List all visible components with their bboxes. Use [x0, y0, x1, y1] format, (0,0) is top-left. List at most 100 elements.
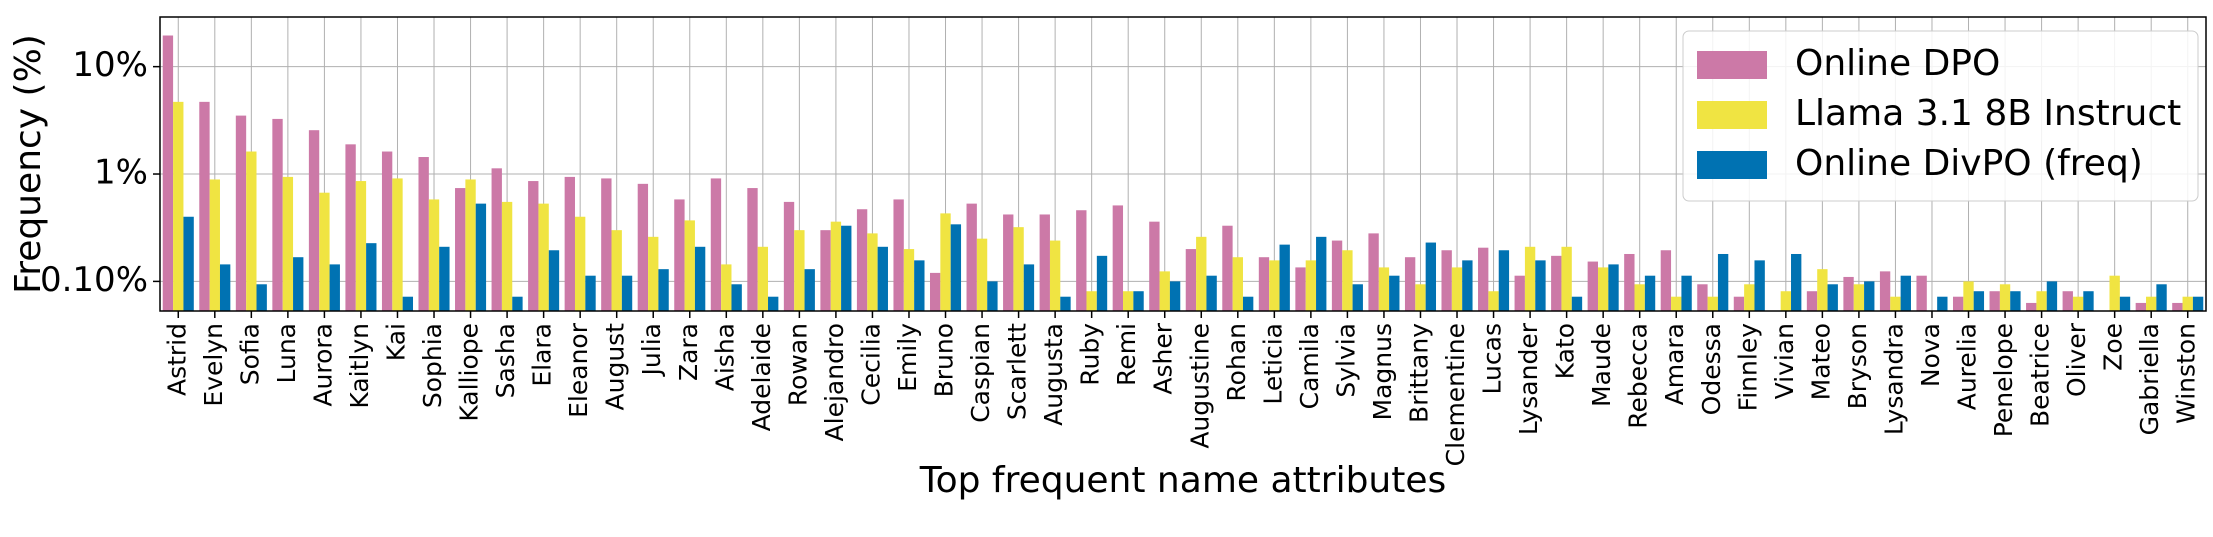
bar: [621, 275, 633, 311]
legend-swatch: [1697, 101, 1767, 129]
x-tick-label: Caspian: [966, 323, 995, 423]
x-tick-label: Maude: [1587, 323, 1616, 407]
bar: [209, 179, 220, 311]
x-tick-label: Zara: [674, 323, 703, 381]
x-tick-label: Magnus: [1368, 323, 1397, 420]
legend-swatch: [1697, 151, 1767, 179]
bar: [747, 188, 758, 311]
bar: [1013, 227, 1024, 311]
bar: [329, 264, 340, 311]
x-tick-label: Kaitlyn: [345, 323, 374, 409]
bar: [1086, 291, 1097, 311]
bar: [2109, 275, 2120, 311]
bar: [1514, 275, 1525, 311]
bar: [1415, 284, 1426, 311]
bar: [1389, 275, 1400, 311]
x-tick-label: Vivian: [1770, 323, 1799, 399]
x-tick-label: Remi: [1112, 323, 1141, 386]
bar: [439, 246, 450, 311]
bar: [2072, 296, 2084, 311]
bar: [648, 236, 659, 311]
bar: [1133, 291, 1144, 311]
y-tick-label: 1%: [94, 153, 148, 193]
x-tick-label: Sasha: [491, 323, 520, 398]
bar: [1451, 267, 1463, 311]
bar: [694, 246, 706, 311]
bar: [319, 192, 330, 311]
x-tick-label: Leticia: [1258, 323, 1287, 405]
bar: [721, 264, 732, 311]
x-tick-label: Zoe: [2099, 323, 2128, 371]
bar: [1196, 236, 1207, 311]
bar: [1342, 250, 1353, 311]
x-tick-label: Brittany: [1404, 323, 1433, 423]
bar: [731, 284, 742, 311]
bar: [2083, 291, 2094, 311]
bar: [1587, 261, 1598, 311]
x-tick-label: Finnley: [1733, 323, 1762, 412]
bar: [768, 296, 779, 311]
bar: [1879, 271, 1891, 311]
bar: [1999, 284, 2011, 311]
bar: [282, 176, 294, 311]
x-tick-label: Rowan: [783, 323, 812, 406]
bar: [1076, 210, 1087, 311]
bar: [1352, 284, 1363, 311]
legend-label: Online DPO: [1795, 43, 2000, 84]
bar: [2010, 291, 2021, 311]
bar: [1681, 275, 1692, 311]
x-tick-label: Clementine: [1441, 323, 1470, 466]
bar: [308, 130, 320, 311]
x-tick-label: Camila: [1295, 323, 1324, 409]
bar: [574, 216, 586, 311]
x-tick-label: Sylvia: [1331, 323, 1360, 398]
bar: [272, 118, 283, 311]
bar: [966, 203, 977, 311]
bar: [1378, 267, 1390, 311]
bar: [1462, 260, 1473, 311]
bar: [940, 213, 951, 311]
bar: [1717, 253, 1729, 311]
bar: [428, 199, 440, 311]
bar: [987, 281, 998, 311]
bar: [246, 151, 257, 311]
bar: [856, 209, 868, 311]
bar: [355, 181, 367, 311]
x-tick-label: Lucas: [1478, 323, 1507, 394]
x-tick-label: Mateo: [1806, 323, 1835, 400]
bar: [1242, 296, 1254, 311]
bar: [1003, 214, 1014, 311]
bar: [1561, 246, 1572, 311]
x-tick-label: Rebecca: [1624, 323, 1653, 429]
bar: [585, 275, 596, 311]
bar: [392, 178, 403, 311]
bar: [794, 230, 805, 311]
bar: [601, 178, 612, 311]
bar: [1478, 247, 1489, 311]
bar: [2119, 296, 2131, 311]
bar: [455, 188, 466, 311]
bar: [564, 176, 575, 311]
x-tick-label: Aurora: [308, 323, 337, 407]
x-tick-label: Adelaide: [747, 323, 776, 431]
bar: [1791, 253, 1802, 311]
x-tick-label: August: [601, 323, 630, 411]
x-tick-label: Astrid: [162, 323, 191, 396]
bar: [475, 203, 487, 311]
bar: [1295, 267, 1306, 311]
x-tick-label: Augustine: [1185, 323, 1214, 449]
x-tick-label: Penelope: [1989, 323, 2018, 437]
y-axis-label: Frequency (%): [8, 34, 49, 294]
x-tick-label: Oliver: [2062, 322, 2091, 397]
x-tick-label: Aurelia: [1953, 323, 1982, 410]
bar: [1671, 296, 1682, 311]
bar: [1744, 284, 1755, 311]
x-tick-label: Scarlett: [1003, 323, 1032, 420]
bar: [1060, 296, 1071, 311]
x-tick-label: Kalliope: [455, 323, 484, 422]
bar: [1608, 264, 1619, 311]
bar: [538, 203, 549, 311]
bar: [1498, 250, 1510, 311]
bar: [1112, 205, 1124, 311]
